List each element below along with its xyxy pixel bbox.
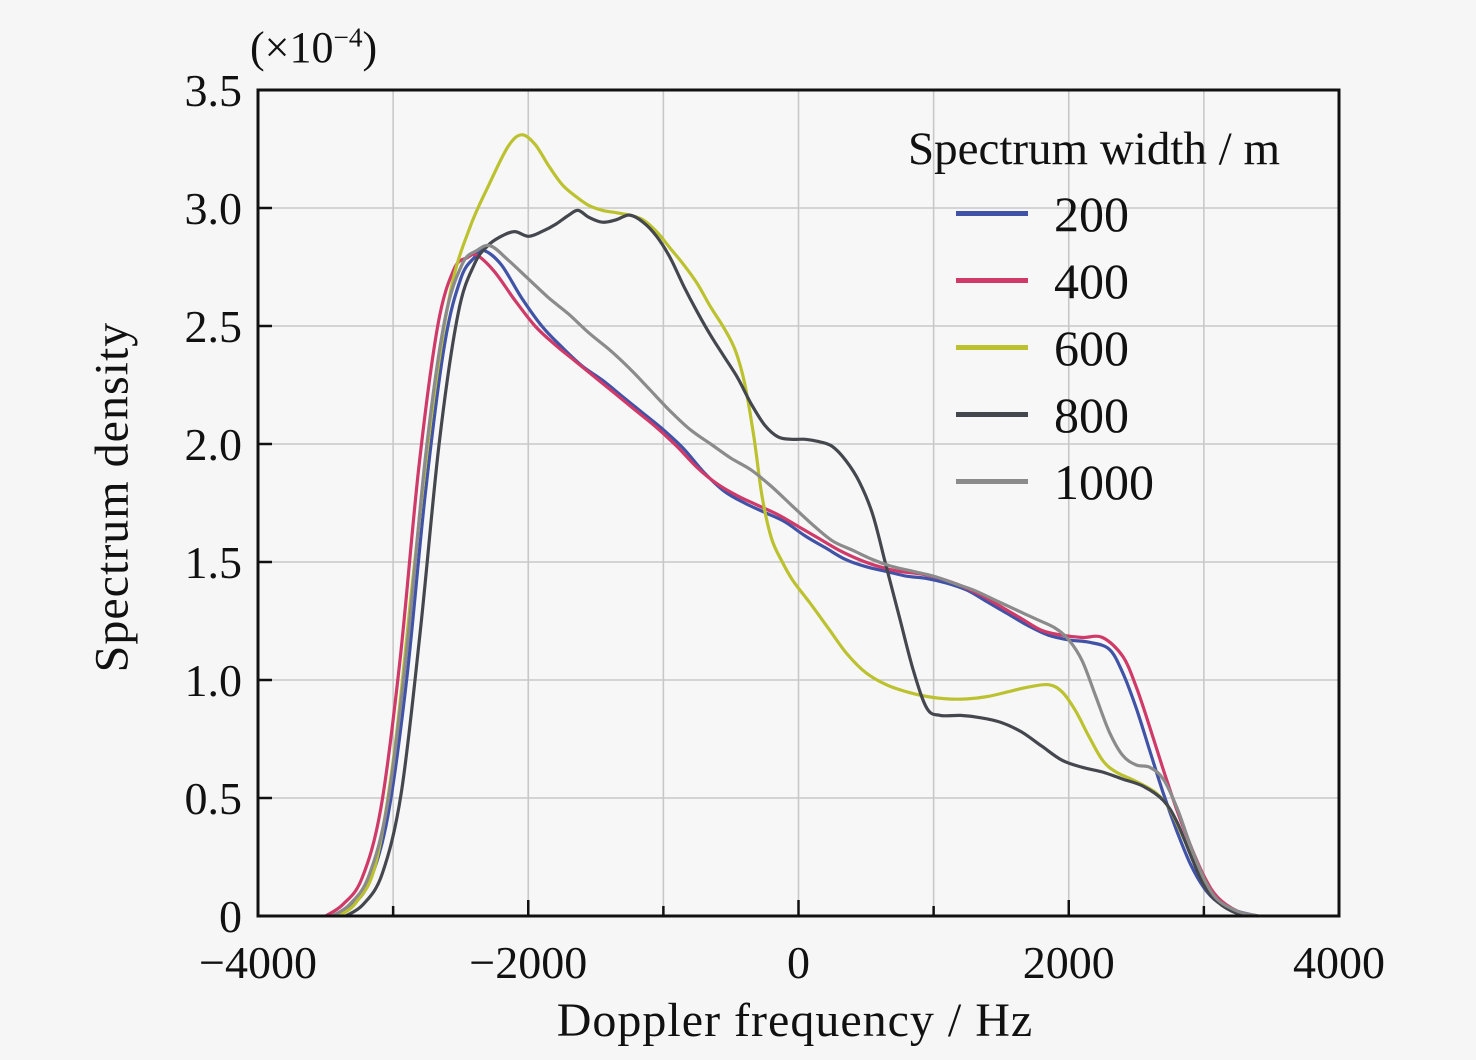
legend-line-sample	[956, 412, 1028, 417]
legend-entry-label: 800	[1054, 386, 1129, 443]
y-axis-multiplier: (×10−4)	[250, 22, 377, 73]
legend-line-sample	[956, 345, 1028, 350]
legend-line-sample	[956, 211, 1028, 216]
y-tick-label: 1.0	[185, 655, 243, 706]
x-tick-label: −2000	[469, 937, 587, 988]
legend-line-sample	[956, 479, 1028, 484]
x-tick-label: 2000	[1023, 937, 1115, 988]
multiplier-prefix: (×10	[250, 23, 334, 72]
legend-entry: 200	[956, 180, 1154, 247]
legend-entry-label: 400	[1054, 252, 1129, 309]
legend: Spectrum width / m 200 400 600 800 1000	[838, 122, 1350, 507]
legend-title: Spectrum width / m	[907, 123, 1281, 175]
legend-entry: 400	[956, 247, 1154, 314]
y-axis-label: Spectrum density	[85, 321, 139, 673]
x-axis-label: Doppler frequency / Hz	[556, 994, 1034, 1047]
y-tick-label: 2.0	[185, 419, 243, 470]
series-line-1000	[331, 243, 1259, 918]
y-tick-label: 3.0	[185, 183, 243, 234]
multiplier-exponent: −4	[333, 22, 363, 53]
x-tick-label: 4000	[1293, 937, 1385, 988]
legend-entry: 600	[956, 314, 1154, 381]
y-tick-label: 2.5	[185, 301, 243, 352]
y-tick-label: 1.5	[185, 537, 243, 588]
series-line-600	[338, 133, 1246, 918]
y-tick-label: 0.5	[185, 773, 243, 824]
legend-entry: 1000	[956, 448, 1154, 515]
series-line-800	[344, 208, 1259, 918]
y-tick-label: 3.5	[185, 65, 243, 116]
x-tick-label: −4000	[199, 937, 317, 988]
legend-entries: 200 400 600 800 1000	[956, 180, 1154, 515]
legend-entry-label: 1000	[1054, 453, 1154, 510]
legend-line-sample	[956, 278, 1028, 283]
legend-entry: 800	[956, 381, 1154, 448]
legend-entry-label: 600	[1054, 319, 1129, 376]
multiplier-suffix: )	[362, 23, 378, 72]
series-line-200	[331, 248, 1259, 918]
series-line-400	[324, 252, 1259, 918]
legend-entry-label: 200	[1054, 185, 1129, 242]
x-tick-label: 0	[787, 937, 810, 988]
y-tick-label: 0	[219, 891, 242, 942]
axis-frame	[256, 88, 1341, 918]
